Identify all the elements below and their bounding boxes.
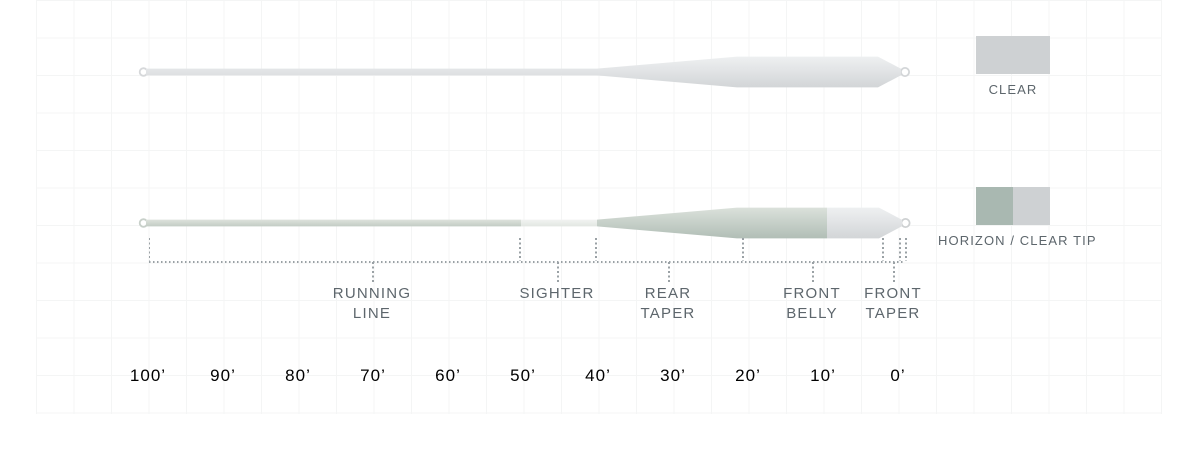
section-label-line: FRONT bbox=[783, 285, 841, 302]
section-label-front-taper: FRONT TAPER bbox=[864, 284, 922, 324]
bracket-tick bbox=[595, 238, 597, 261]
legend-clear-label: CLEAR bbox=[988, 82, 1038, 97]
section-label-line: BELLY bbox=[786, 305, 838, 322]
section-label-rear-taper: REAR TAPER bbox=[641, 284, 696, 324]
scale-label-30ft: 30’ bbox=[660, 366, 686, 385]
bracket-tick bbox=[905, 238, 907, 261]
label-tick bbox=[893, 262, 895, 282]
label-tick bbox=[372, 262, 374, 282]
bracket-tick bbox=[882, 238, 884, 261]
scale-label-100ft: 100’ bbox=[129, 366, 167, 385]
section-label-running-line: RUNNING LINE bbox=[333, 284, 411, 324]
bracket-tick bbox=[148, 238, 150, 261]
clear-tip-segment bbox=[827, 207, 902, 239]
measurement-bracket-line bbox=[149, 261, 905, 263]
section-label-line: SIGHTER bbox=[519, 285, 595, 302]
scale-label-90ft: 90’ bbox=[210, 366, 236, 385]
bracket-tick bbox=[519, 238, 521, 261]
scale-label-0ft: 0’ bbox=[890, 366, 906, 385]
tip-loop-icon bbox=[900, 217, 911, 228]
clear-line-profile bbox=[138, 56, 911, 88]
bracket-tick bbox=[899, 238, 901, 261]
scale-label-50ft: 50’ bbox=[510, 366, 536, 385]
legend-clear: CLEAR bbox=[938, 36, 1088, 97]
scale-label-20ft: 20’ bbox=[735, 366, 761, 385]
scale-label-80ft: 80’ bbox=[285, 366, 311, 385]
label-tick bbox=[668, 262, 670, 282]
tip-loop-icon bbox=[900, 67, 911, 78]
clear-line-body bbox=[146, 56, 901, 88]
label-tick bbox=[812, 262, 814, 282]
section-label-line: FRONT bbox=[864, 285, 922, 302]
section-label-front-belly: FRONT BELLY bbox=[783, 284, 841, 324]
horizon-line-profile bbox=[138, 207, 911, 239]
horizon-belly-segment bbox=[597, 207, 827, 239]
section-label-line: LINE bbox=[352, 305, 392, 322]
label-tick bbox=[557, 262, 559, 282]
scale-label-40ft: 40’ bbox=[585, 366, 611, 385]
section-label-sighter: SIGHTER bbox=[519, 284, 594, 304]
clear-swatch-color bbox=[976, 36, 1050, 74]
bracket-tick bbox=[742, 238, 744, 261]
clear-tip-swatch-color bbox=[1013, 187, 1050, 225]
clear-color-swatch bbox=[976, 36, 1050, 74]
legend-horizon-clear-tip: HORIZON / CLEAR TIP bbox=[938, 187, 1097, 248]
sighter-segment bbox=[521, 219, 597, 227]
section-label-line: TAPER bbox=[640, 305, 696, 322]
section-label-line: TAPER bbox=[865, 305, 921, 322]
scale-label-10ft: 10’ bbox=[810, 366, 836, 385]
running-line-segment bbox=[146, 219, 521, 227]
horizon-swatch-color bbox=[976, 187, 1013, 225]
scale-label-70ft: 70’ bbox=[360, 366, 386, 385]
section-label-line: REAR bbox=[644, 285, 692, 302]
horizon-clear-tip-color-swatch bbox=[976, 187, 1050, 225]
section-label-line: RUNNING bbox=[332, 285, 412, 302]
legend-horizon-label: HORIZON / CLEAR TIP bbox=[938, 233, 1097, 248]
scale-label-60ft: 60’ bbox=[435, 366, 461, 385]
